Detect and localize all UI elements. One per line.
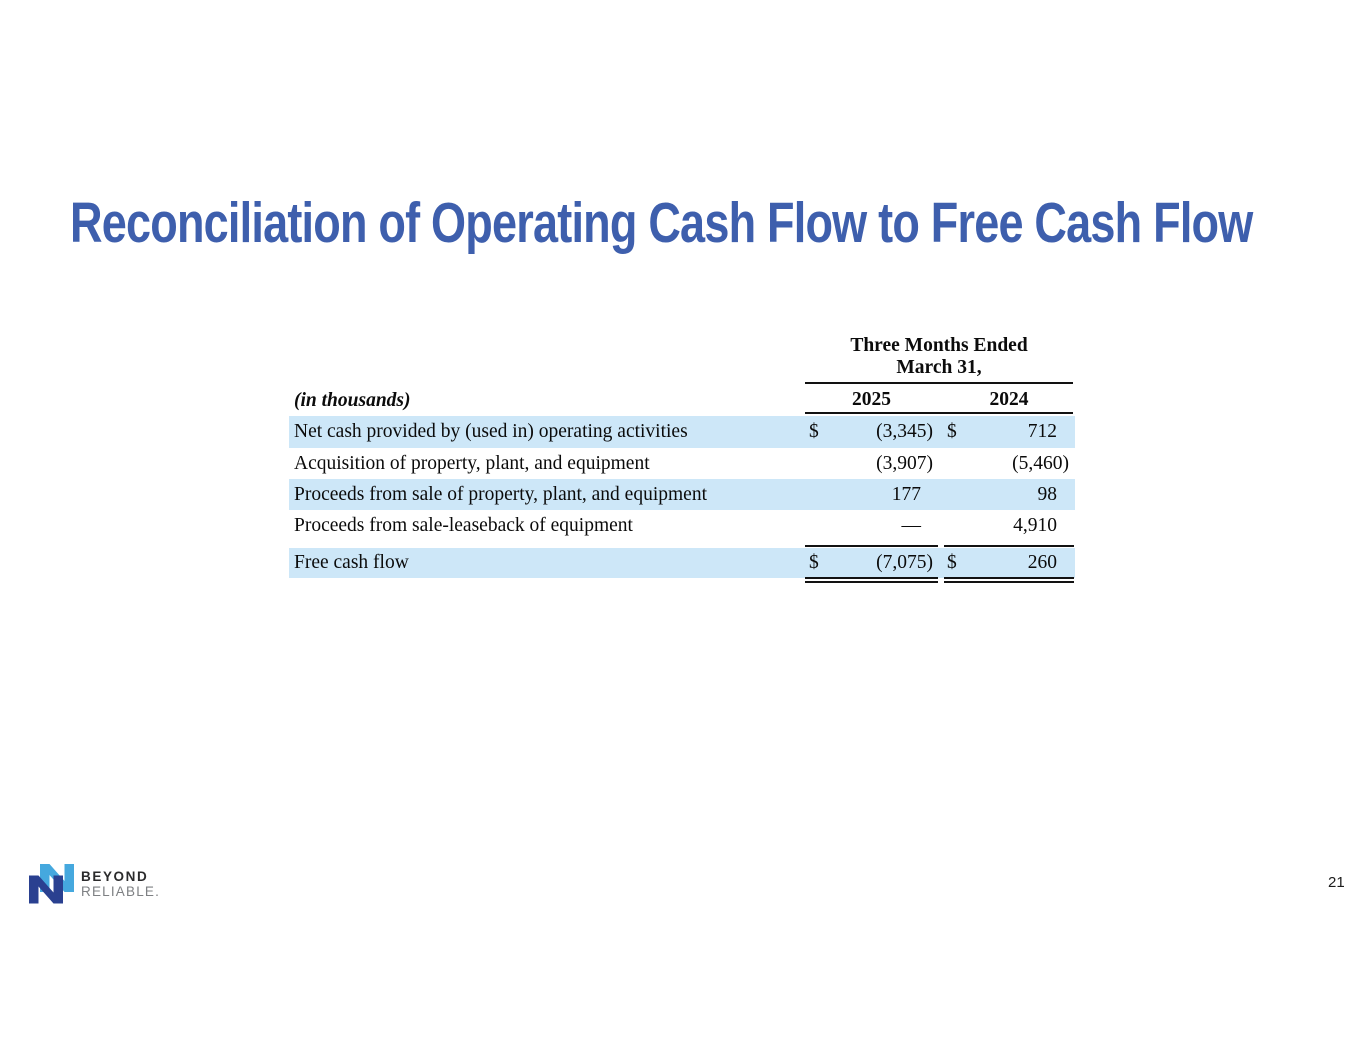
period-header-line1: Three Months Ended <box>850 335 1028 356</box>
cell-value: — <box>901 515 922 536</box>
table-row: Acquisition of property, plant, and equi… <box>289 448 1075 479</box>
total-double-rule-2025 <box>805 581 938 583</box>
units-label: (in thousands) <box>294 390 411 411</box>
row-label: Proceeds from sale of property, plant, a… <box>294 483 707 505</box>
row-label: Free cash flow <box>294 552 409 573</box>
total-double-rule-2024 <box>944 581 1074 583</box>
cell-value: (3,345) <box>876 421 933 442</box>
table-row: Net cash provided by (used in) operating… <box>289 416 1075 448</box>
currency-symbol: $ <box>947 421 957 442</box>
cell-value: (7,075) <box>876 552 933 573</box>
cell-value: (3,907) <box>876 452 933 474</box>
cell-2024: $ 260 <box>939 552 1069 574</box>
row-label: Net cash provided by (used in) operating… <box>294 421 688 442</box>
subtotal-rule-2025 <box>805 545 938 547</box>
page-number: 21 <box>1328 874 1345 891</box>
logo-tagline-line2: RELIABLE. <box>81 884 161 899</box>
row-label: Proceeds from sale-leaseback of equipmen… <box>294 515 633 536</box>
cell-value: 260 <box>1027 552 1057 573</box>
column-header-2025: 2025 <box>852 389 891 410</box>
cell-2024: 4,910 <box>939 515 1069 537</box>
table-row-total: Free cash flow $ (7,075) $ 260 <box>289 548 1075 578</box>
cell-2024: (5,460) <box>939 453 1069 475</box>
currency-symbol: $ <box>809 552 819 573</box>
company-logo: BEYOND RELIABLE. <box>29 864 160 904</box>
logo-tagline: BEYOND RELIABLE. <box>81 869 160 899</box>
cell-value: 4,910 <box>1013 515 1057 536</box>
logo-tagline-line1: BEYOND <box>81 869 149 884</box>
cell-2024: $ 712 <box>939 421 1069 443</box>
cell-value: (5,460) <box>1012 452 1069 474</box>
cell-2025: $ (7,075) <box>800 552 933 574</box>
subtotal-rule-2024 <box>944 545 1074 547</box>
table-row: Proceeds from sale-leaseback of equipmen… <box>289 510 1075 542</box>
free-cash-flow-table: Three Months Ended March 31, (in thousan… <box>289 330 1075 586</box>
total-double-rule-2024 <box>944 577 1074 579</box>
cell-2025: 177 <box>800 484 933 506</box>
period-header-line2: March 31, <box>896 357 982 378</box>
nn-logo-icon <box>29 864 74 904</box>
table-row: Proceeds from sale of property, plant, a… <box>289 479 1075 510</box>
cell-2025: — <box>800 515 933 537</box>
cell-2025: (3,907) <box>800 453 933 475</box>
rule-under-period-header <box>805 382 1073 384</box>
slide-title: Reconciliation of Operating Cash Flow to… <box>70 191 1253 255</box>
currency-symbol: $ <box>947 552 957 573</box>
rule-under-column-headers <box>805 412 1073 414</box>
cell-2024: 98 <box>939 484 1069 506</box>
cell-2025: $ (3,345) <box>800 421 933 443</box>
cell-value: 712 <box>1027 421 1057 442</box>
cell-value: 98 <box>1037 483 1058 505</box>
period-header: Three Months Ended March 31, <box>805 335 1073 379</box>
cell-value: 177 <box>891 483 921 505</box>
row-label: Acquisition of property, plant, and equi… <box>294 452 650 474</box>
currency-symbol: $ <box>809 421 819 442</box>
column-header-2024: 2024 <box>989 389 1029 410</box>
total-double-rule-2025 <box>805 577 938 579</box>
